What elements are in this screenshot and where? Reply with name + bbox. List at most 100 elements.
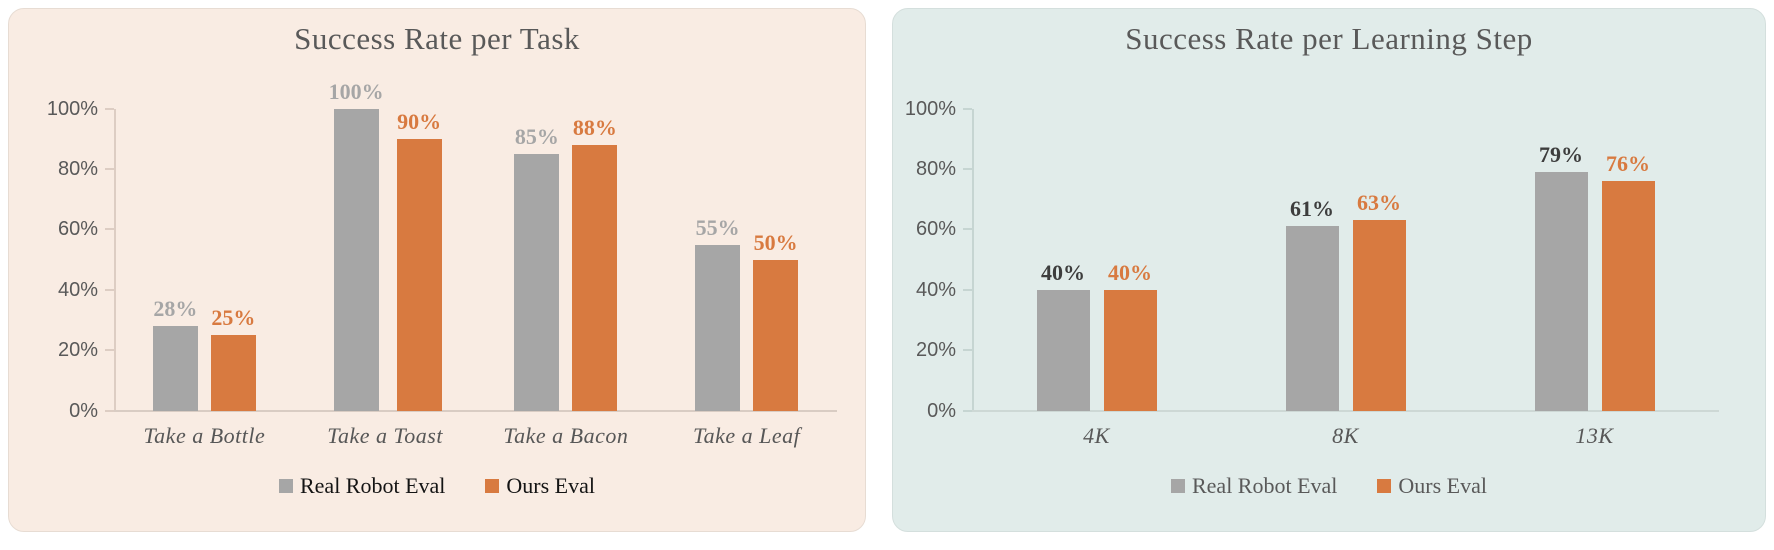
bar-value-label: 40% [1041,259,1085,285]
legend-item-ours-eval: Ours Eval [485,472,595,498]
y-tick-label: 40% [57,278,98,301]
y-tick-mark [963,168,972,171]
bar-unit-ours-eval: 40% [1103,261,1157,411]
x-category-label-take-a-toast: Take a Toast [327,422,443,448]
bar-pair: 40% 40% [1036,259,1157,411]
bar-value-label: 79% [1539,142,1583,168]
bar-pair: 100% 90% [328,78,442,411]
y-tick-mark [105,288,114,291]
bar-ours-eval-take-a-bacon [572,144,618,411]
bar-pair: 28% 25% [152,296,256,411]
legend-label: Real Robot Eval [1191,472,1338,498]
bar-pair: 61% 63% [1285,190,1406,411]
bar-value-label: 28% [153,296,198,322]
bar-real-robot-eval-take-a-leaf [695,244,741,411]
plot-area: 0% 20% 40% 60% 80% 100% 28% 25% 100% 90% 85% 88% 55%… [9,80,865,422]
y-tick-label: 0% [69,399,98,422]
bar-unit-real-robot-eval: 40% [1036,259,1090,411]
bar-group-4k: 40% 40% [972,109,1221,411]
bar-real-robot-eval-take-a-bacon [514,153,560,411]
y-axis-line [114,108,116,411]
bar-unit-ours-eval: 50% [753,229,799,411]
bar-real-robot-eval-take-a-toast [333,108,379,411]
y-tick-mark [963,349,972,352]
bar-unit-real-robot-eval: 28% [152,296,198,411]
y-tick-mark [963,228,972,231]
bar-unit-ours-eval: 88% [572,114,618,411]
legend-label: Real Robot Eval [299,472,446,498]
chart-title: Success Rate per Learning Step [1125,21,1533,56]
chart-panel-success-rate-per-learning-step: Success Rate per Learning Step 0% 20% 40% 6… [892,8,1766,532]
y-tick-mark [105,349,114,352]
bar-ours-eval-take-a-leaf [753,259,799,411]
bar-value-label: 90% [397,108,442,134]
y-tick-label: 60% [915,218,956,241]
bar-pair: 85% 88% [514,114,618,411]
y-axis-line [972,108,974,411]
y-tick-label: 60% [57,218,98,241]
bar-value-label: 63% [1357,190,1401,216]
bar-unit-ours-eval: 90% [396,108,442,411]
y-tick-label: 40% [915,278,956,301]
y-tick-mark [105,168,114,171]
y-tick-mark [105,409,114,412]
bar-unit-real-robot-eval: 100% [328,78,384,411]
plot-area: 0% 20% 40% 60% 80% 100% 40% 40% 61% 63% 79% 76% [893,98,1765,422]
bar-value-label: 61% [1290,196,1334,222]
bar-group-take-a-toast: 100% 90% [295,80,476,411]
y-tick-mark [963,409,972,412]
bar-groups: 28% 25% 100% 90% 85% 88% 55% 50% [114,80,837,411]
bar-real-robot-eval-4k [1036,289,1090,411]
y-tick-label: 100% [904,97,956,120]
x-category-label-8k: 8K [1332,422,1359,448]
bar-unit-real-robot-eval: 79% [1534,142,1588,411]
legend-swatch-real-robot-eval [1170,478,1185,493]
y-tick-mark [963,107,972,110]
bar-unit-ours-eval: 25% [210,307,256,411]
x-category-label-take-a-bacon: Take a Bacon [503,422,629,448]
x-axis-labels: 4K 8K 13K [972,423,1719,449]
bar-group-take-a-bacon: 85% 88% [476,109,657,411]
bar-pair: 79% 76% [1534,142,1655,411]
y-tick-label: 20% [915,339,956,362]
bar-ours-eval-4k [1103,289,1157,411]
bar-ours-eval-take-a-bottle [210,335,256,411]
x-axis-line [972,409,1719,412]
bar-group-take-a-bottle: 28% 25% [114,109,295,411]
legend: Real Robot Eval Ours Eval [9,472,865,498]
legend-label: Ours Eval [1398,472,1487,498]
legend-item-ours-eval: Ours Eval [1377,472,1487,498]
x-axis-labels: Take a Bottle Take a Toast Take a Bacon Tak… [114,423,837,449]
bar-pair: 55% 50% [695,214,799,411]
y-tick-mark [963,288,972,291]
y-tick-label: 0% [927,399,956,422]
bar-value-label: 88% [572,114,617,140]
bar-value-label: 76% [1606,151,1650,177]
y-tick-mark [105,107,114,110]
bar-unit-real-robot-eval: 61% [1285,196,1339,411]
chart-panel-success-rate-per-task: Success Rate per Task 0% 20% 40% 60% 80% 100%… [8,8,866,532]
bar-ours-eval-8k [1352,220,1406,411]
bar-value-label: 50% [753,229,798,255]
legend-item-real-robot-eval: Real Robot Eval [1170,472,1338,498]
bar-value-label: 100% [328,78,384,104]
bar-value-label: 85% [514,123,559,149]
y-tick-label: 80% [915,158,956,181]
bar-group-13k: 79% 76% [1470,109,1719,411]
bar-groups: 40% 40% 61% 63% 79% 76% [972,109,1719,411]
legend-item-real-robot-eval: Real Robot Eval [278,472,446,498]
legend-swatch-ours-eval [485,478,500,493]
bar-unit-ours-eval: 76% [1601,151,1655,411]
legend-swatch-real-robot-eval [278,478,293,493]
y-tick-mark [105,228,114,231]
legend-label: Ours Eval [506,472,595,498]
bar-group-take-a-leaf: 55% 50% [656,109,837,411]
x-category-label-13k: 13K [1575,422,1614,448]
legend-swatch-ours-eval [1377,478,1392,493]
bar-ours-eval-13k [1601,181,1655,411]
bar-unit-ours-eval: 63% [1352,190,1406,411]
chart-title: Success Rate per Task [294,21,580,56]
bar-unit-real-robot-eval: 85% [514,123,560,411]
bar-value-label: 55% [695,214,740,240]
y-tick-label: 80% [57,158,98,181]
